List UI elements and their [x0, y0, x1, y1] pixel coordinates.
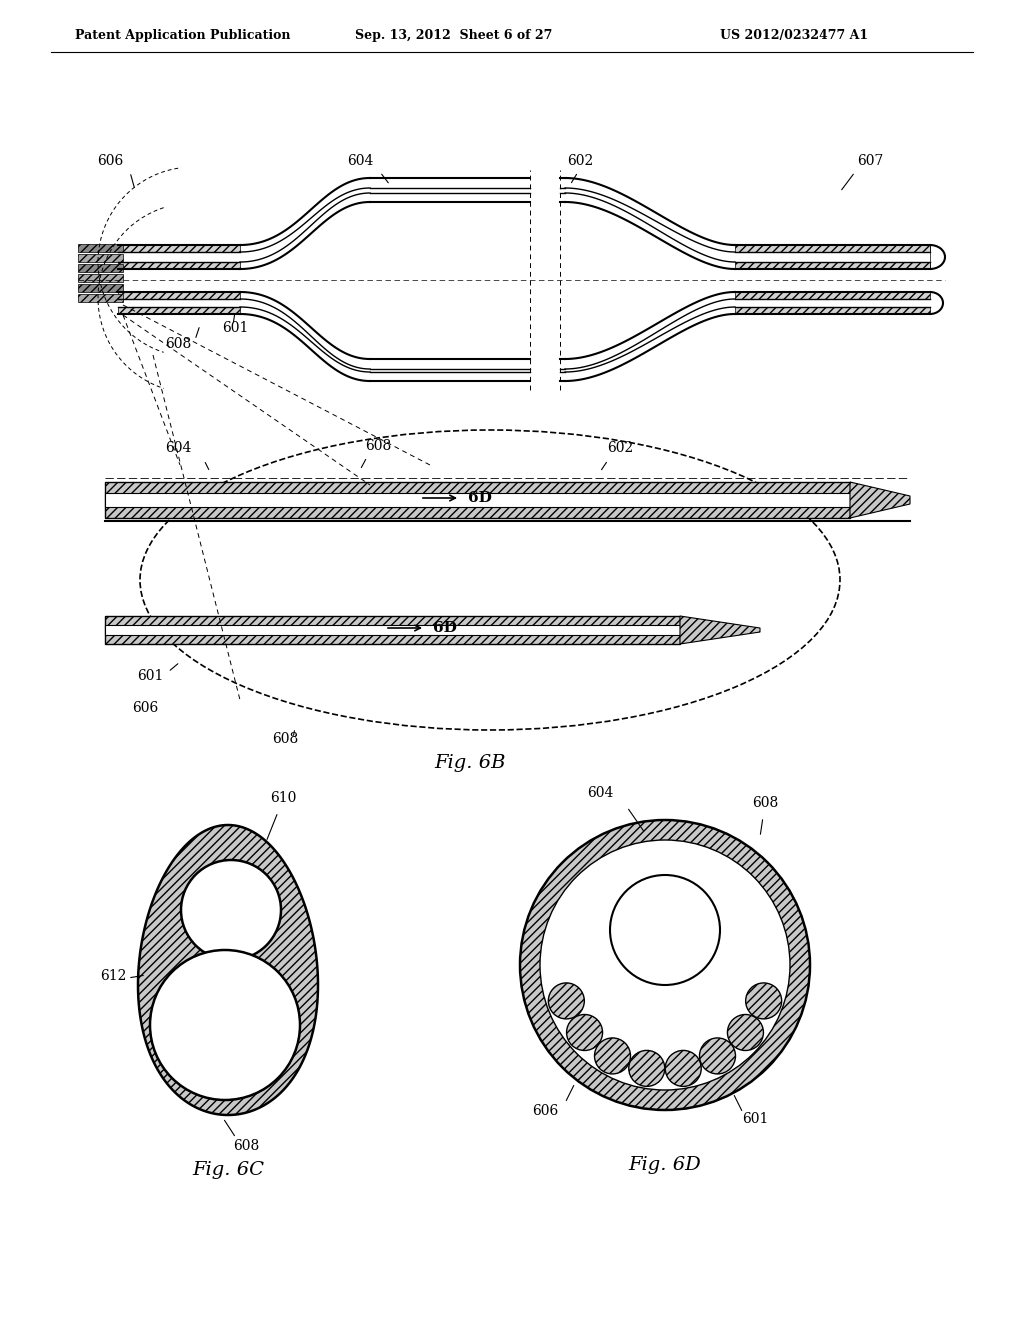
Circle shape	[629, 1051, 665, 1086]
Polygon shape	[850, 482, 910, 517]
Circle shape	[181, 861, 281, 960]
Bar	[735, 261, 930, 269]
Text: 602: 602	[567, 154, 593, 168]
Circle shape	[540, 840, 790, 1090]
Text: 604: 604	[165, 441, 191, 455]
Text: 602: 602	[607, 441, 633, 455]
Text: 6D: 6D	[433, 620, 457, 635]
Circle shape	[666, 1051, 701, 1086]
Text: 608: 608	[272, 733, 298, 746]
Bar	[118, 292, 240, 300]
Circle shape	[548, 983, 585, 1019]
Circle shape	[595, 1038, 631, 1074]
Text: 606: 606	[531, 1104, 558, 1118]
Circle shape	[150, 950, 300, 1100]
Text: 606: 606	[97, 154, 123, 168]
Circle shape	[745, 983, 781, 1019]
Text: 608: 608	[752, 796, 778, 810]
Text: Patent Application Publication: Patent Application Publication	[75, 29, 291, 41]
Bar	[78, 253, 123, 261]
Text: 6D: 6D	[468, 491, 492, 506]
Bar	[78, 264, 123, 272]
Circle shape	[727, 1015, 764, 1051]
Bar	[118, 261, 240, 269]
Text: 612: 612	[99, 969, 126, 983]
Text: 601: 601	[222, 321, 249, 335]
Text: Fig. 6C: Fig. 6C	[193, 1162, 264, 1179]
Text: 601: 601	[741, 1111, 768, 1126]
Text: Fig. 6D: Fig. 6D	[629, 1156, 701, 1173]
Bar	[118, 246, 240, 252]
Bar	[105, 624, 680, 635]
Polygon shape	[240, 185, 370, 252]
Text: 604: 604	[347, 154, 373, 168]
Bar	[735, 308, 930, 314]
Bar	[78, 244, 123, 252]
Bar	[78, 294, 123, 302]
Text: 608: 608	[365, 440, 391, 453]
Bar	[735, 292, 930, 300]
Text: 607: 607	[857, 154, 883, 168]
Circle shape	[699, 1038, 735, 1074]
Bar	[78, 275, 123, 282]
Bar	[105, 482, 850, 517]
Text: 608: 608	[165, 337, 191, 351]
Text: Sep. 13, 2012  Sheet 6 of 27: Sep. 13, 2012 Sheet 6 of 27	[355, 29, 552, 41]
Circle shape	[610, 875, 720, 985]
Text: US 2012/0232477 A1: US 2012/0232477 A1	[720, 29, 868, 41]
Bar	[105, 492, 850, 507]
Text: 610: 610	[269, 791, 296, 805]
Circle shape	[566, 1015, 602, 1051]
Bar	[105, 616, 680, 644]
Bar	[118, 308, 240, 314]
Text: 606: 606	[132, 701, 158, 715]
Text: Fig. 6B: Fig. 6B	[434, 754, 506, 772]
Polygon shape	[138, 825, 318, 1115]
Text: 601: 601	[137, 669, 163, 682]
Circle shape	[520, 820, 810, 1110]
Text: 604: 604	[587, 785, 613, 800]
Polygon shape	[680, 616, 760, 644]
Bar	[78, 284, 123, 292]
Bar	[735, 246, 930, 252]
Text: 608: 608	[232, 1139, 259, 1152]
